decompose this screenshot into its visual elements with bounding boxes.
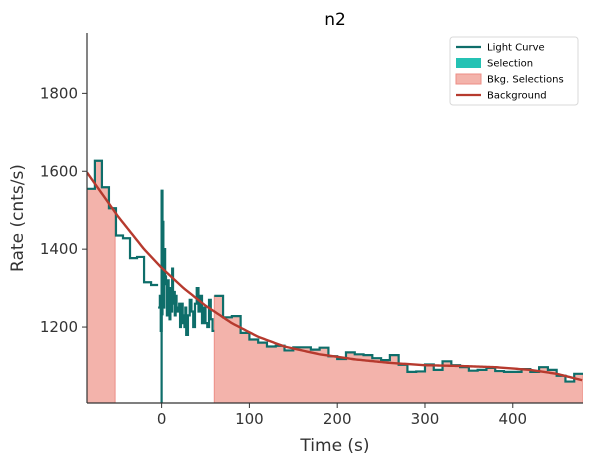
legend-label-3: Background <box>487 91 547 102</box>
axes: 0 100 200 300 400 1200 1400 1600 1800 <box>40 33 583 428</box>
y-axis-label: Rate (cnts/s) <box>8 164 28 272</box>
light-curve-tail <box>214 294 583 383</box>
y-tick-label-1800: 1800 <box>40 84 78 102</box>
light-curve-segment-0 <box>87 159 159 287</box>
light-curve-segment-1 <box>158 189 215 336</box>
x-axis-label: Time (s) <box>299 436 369 456</box>
bkg-selection-0 <box>87 160 116 403</box>
legend-swatch-1 <box>456 58 481 68</box>
bkg-selection-1 <box>213 295 583 403</box>
plot-content <box>87 159 583 403</box>
legend: Light Curve Selection Bkg. Selections Backg… <box>449 36 579 106</box>
legend-label-2: Bkg. Selections <box>487 75 564 86</box>
legend-swatch-2 <box>455 73 482 85</box>
x-tick-label-100: 100 <box>235 410 264 428</box>
x-tick-label-400: 400 <box>498 410 527 428</box>
y-tick-label-1400: 1400 <box>40 240 78 258</box>
plot-area <box>87 159 583 403</box>
x-tick-label-300: 300 <box>411 410 440 428</box>
x-tick-label-200: 200 <box>323 410 352 428</box>
x-tick-label-0: 0 <box>157 410 167 428</box>
legend-box <box>449 36 579 106</box>
chart-title: n2 <box>324 10 346 30</box>
background-curve <box>87 171 583 382</box>
legend-label-1: Selection <box>487 59 533 70</box>
y-tick-label-1200: 1200 <box>40 318 78 336</box>
legend-label-0: Light Curve <box>487 43 545 54</box>
y-tick-label-1600: 1600 <box>40 162 78 180</box>
